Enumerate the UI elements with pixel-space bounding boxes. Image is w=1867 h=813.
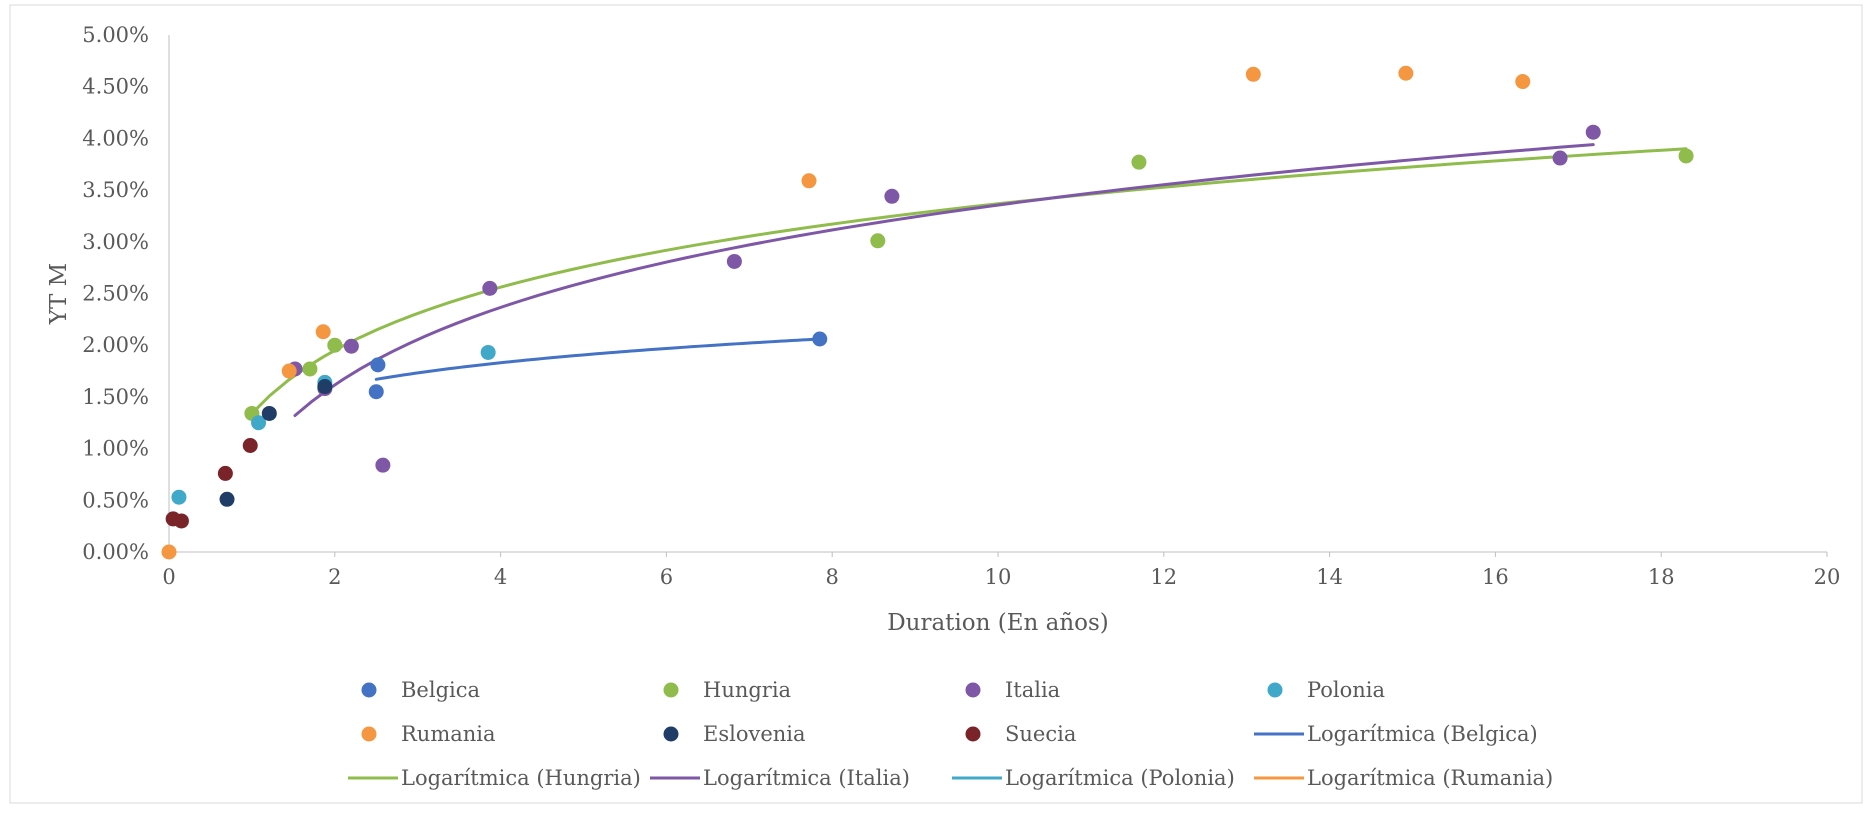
point-rumania bbox=[315, 324, 331, 340]
legend-item-logaritmica-polonia: Logarítmica (Polonia) bbox=[952, 766, 1235, 790]
point-belgica bbox=[368, 384, 384, 400]
y-tick-label: 4.00% bbox=[82, 126, 149, 150]
point-italia bbox=[1585, 124, 1601, 140]
x-tick-label: 14 bbox=[1316, 565, 1343, 589]
point-rumania bbox=[281, 363, 297, 379]
point-polonia bbox=[480, 344, 496, 360]
series-belgica bbox=[368, 331, 828, 400]
point-eslovenia bbox=[261, 405, 277, 421]
point-suecia bbox=[242, 437, 258, 453]
y-tick-label: 0.00% bbox=[82, 540, 149, 564]
y-tick-label: 1.50% bbox=[82, 385, 149, 409]
x-tick-label: 16 bbox=[1482, 565, 1509, 589]
x-tick-label: 10 bbox=[985, 565, 1012, 589]
legend-label: Logarítmica (Polonia) bbox=[1005, 766, 1235, 790]
legend: Belgica Hungria Italia Polonia Rumania Eslove… bbox=[348, 678, 1553, 790]
legend-marker bbox=[965, 726, 981, 742]
legend-marker bbox=[965, 682, 981, 698]
legend-item-polonia: Polonia bbox=[1267, 678, 1385, 702]
x-tick-label: 0 bbox=[162, 565, 175, 589]
chart-area-border bbox=[9, 4, 1863, 804]
legend-label: Eslovenia bbox=[703, 722, 806, 746]
y-tick-label: 5.00% bbox=[82, 23, 149, 47]
axes: 0 2 4 6 8 10 12 14 16 18 20 0.00% 0.50% 1.00% 1.50% 2.0… bbox=[82, 23, 1840, 589]
point-hungria bbox=[870, 233, 886, 249]
point-rumania bbox=[161, 544, 177, 560]
legend-label: Logarítmica (Belgica) bbox=[1307, 722, 1538, 746]
legend-label: Belgica bbox=[401, 678, 480, 702]
legend-marker bbox=[361, 682, 377, 698]
point-suecia bbox=[217, 465, 233, 481]
point-italia bbox=[482, 280, 498, 296]
series-hungria bbox=[244, 148, 1694, 421]
point-italia bbox=[375, 457, 391, 473]
legend-marker bbox=[663, 682, 679, 698]
point-rumania bbox=[801, 173, 817, 189]
point-italia bbox=[726, 253, 742, 269]
x-axis-title: Duration (En años) bbox=[887, 610, 1109, 636]
point-polonia bbox=[171, 489, 187, 505]
legend-label: Rumania bbox=[401, 722, 496, 746]
y-tick-label: 0.50% bbox=[82, 488, 149, 512]
legend-label: Suecia bbox=[1005, 722, 1076, 746]
point-italia bbox=[343, 338, 359, 354]
legend-label: Polonia bbox=[1307, 678, 1385, 702]
data-points bbox=[161, 65, 1694, 560]
legend-label: Logarítmica (Hungria) bbox=[401, 766, 641, 790]
legend-item-suecia: Suecia bbox=[965, 722, 1076, 746]
point-eslovenia bbox=[317, 379, 333, 395]
point-eslovenia bbox=[219, 491, 235, 507]
y-tick-label: 3.00% bbox=[82, 230, 149, 254]
point-italia bbox=[1552, 150, 1568, 166]
x-tick-label: 2 bbox=[328, 565, 341, 589]
series-suecia bbox=[165, 437, 258, 529]
legend-item-italia: Italia bbox=[965, 678, 1060, 702]
legend-marker bbox=[361, 726, 377, 742]
legend-item-logaritmica-italia: Logarítmica (Italia) bbox=[650, 766, 910, 790]
legend-item-hungria: Hungria bbox=[663, 678, 791, 702]
point-belgica bbox=[370, 357, 386, 373]
point-hungria bbox=[327, 337, 343, 353]
legend-item-logaritmica-rumania: Logarítmica (Rumania) bbox=[1254, 766, 1553, 790]
legend-label: Italia bbox=[1005, 678, 1060, 702]
point-hungria bbox=[1678, 148, 1694, 164]
x-tick-label: 12 bbox=[1150, 565, 1177, 589]
y-tick-label: 4.50% bbox=[82, 75, 149, 99]
x-tick-label: 6 bbox=[660, 565, 673, 589]
point-hungria bbox=[302, 361, 318, 377]
legend-marker bbox=[1267, 682, 1283, 698]
point-italia bbox=[884, 188, 900, 204]
y-tick-label: 2.50% bbox=[82, 282, 149, 306]
legend-marker bbox=[663, 726, 679, 742]
legend-item-logaritmica-belgica: Logarítmica (Belgica) bbox=[1254, 722, 1538, 746]
x-tick-label: 20 bbox=[1814, 565, 1841, 589]
legend-item-logaritmica-hungria: Logarítmica (Hungria) bbox=[348, 766, 641, 790]
legend-label: Logarítmica (Italia) bbox=[703, 766, 910, 790]
y-tick-label: 1.00% bbox=[82, 437, 149, 461]
legend-label: Logarítmica (Rumania) bbox=[1307, 766, 1553, 790]
legend-item-eslovenia: Eslovenia bbox=[663, 722, 806, 746]
point-rumania bbox=[1515, 74, 1531, 90]
trendline-logaritmica-belgica bbox=[374, 337, 822, 381]
point-rumania bbox=[1245, 66, 1261, 82]
y-tick-label: 2.00% bbox=[82, 333, 149, 357]
legend-label: Hungria bbox=[703, 678, 791, 702]
trendline-logaritmica-italia bbox=[293, 143, 1595, 418]
legend-item-belgica: Belgica bbox=[361, 678, 480, 702]
y-tick-label: 3.50% bbox=[82, 178, 149, 202]
legend-item-rumania: Rumania bbox=[361, 722, 496, 746]
series-rumania bbox=[161, 65, 1531, 560]
series-eslovenia bbox=[219, 379, 333, 507]
point-polonia bbox=[251, 415, 267, 431]
y-axis-title: YT M bbox=[46, 263, 72, 325]
point-rumania bbox=[1398, 65, 1414, 81]
point-hungria bbox=[1131, 154, 1147, 170]
x-tick-label: 18 bbox=[1648, 565, 1675, 589]
point-belgica bbox=[812, 331, 828, 347]
x-tick-label: 8 bbox=[826, 565, 839, 589]
point-suecia bbox=[173, 513, 189, 529]
x-tick-label: 4 bbox=[494, 565, 507, 589]
